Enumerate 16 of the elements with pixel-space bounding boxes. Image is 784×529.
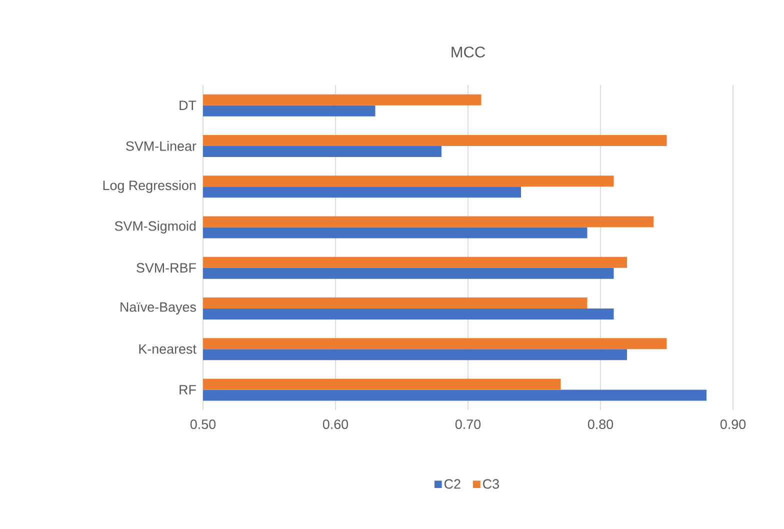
- legend-label: C3: [483, 479, 499, 489]
- y-tick-label: Naïve-Bayes: [120, 302, 196, 314]
- y-tick-label: SVM-Sigmoid: [114, 220, 196, 234]
- y-tick-label: SVM-Linear: [126, 141, 196, 151]
- chart-title: MCC: [452, 46, 485, 58]
- y-tick-label: RF: [180, 385, 196, 394]
- y-tick-label: SVM-RBF: [136, 263, 196, 273]
- x-tick-label: 0.90: [720, 420, 746, 430]
- x-tick-label: 0.60: [322, 420, 348, 430]
- x-tick-label: 0.70: [455, 420, 481, 430]
- y-tick-label: DT: [180, 100, 196, 110]
- x-tick-label: 0.50: [190, 420, 216, 430]
- legend-label: C2: [444, 479, 460, 489]
- y-tick-label: K-nearest: [139, 344, 196, 354]
- y-tick-label: Log Regression: [103, 180, 196, 193]
- x-tick-label: 0.80: [588, 420, 614, 430]
